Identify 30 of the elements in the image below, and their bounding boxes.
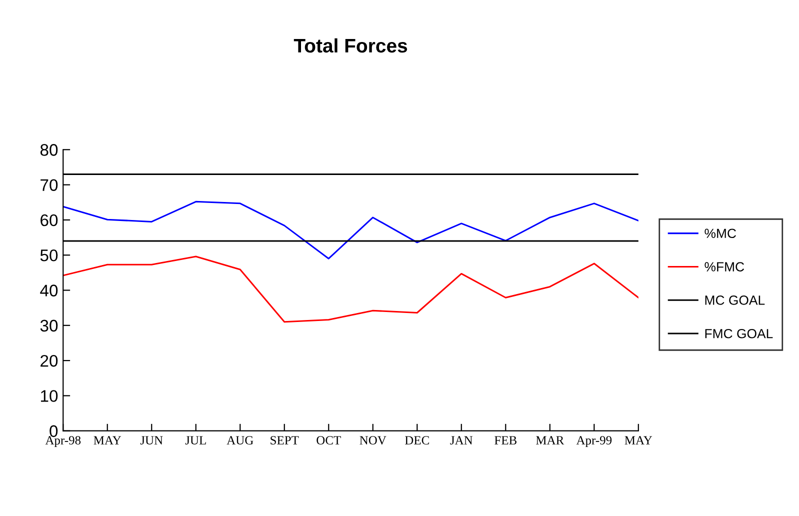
legend-label: FMC GOAL bbox=[705, 328, 773, 338]
y-tick-label: 40 bbox=[40, 284, 58, 296]
legend-label: MC GOAL bbox=[705, 296, 765, 305]
line-series bbox=[63, 200, 638, 260]
legend-label: %FMC bbox=[704, 262, 744, 272]
x-tick-label: AUG bbox=[226, 436, 254, 445]
x-tick-label: FEB bbox=[494, 436, 516, 444]
y-tick-label: 0 bbox=[50, 425, 58, 438]
y-tick-label: 60 bbox=[40, 214, 58, 226]
y-tick-label: 70 bbox=[40, 179, 58, 191]
x-tick-label: NOV bbox=[360, 436, 386, 445]
y-tick-label: 10 bbox=[40, 390, 58, 402]
x-tick-label: JUN bbox=[140, 436, 163, 445]
x-tick-label: DEC bbox=[405, 436, 429, 445]
x-tick-label: JAN bbox=[450, 436, 473, 445]
x-tick-label: MAR bbox=[536, 436, 564, 444]
y-tick-label: 20 bbox=[40, 354, 58, 367]
y-tick-label: 30 bbox=[40, 320, 58, 332]
x-tick-label: MAY bbox=[94, 436, 122, 444]
x-tick-label: OCT bbox=[316, 436, 341, 445]
x-tick-label: MAY bbox=[624, 436, 652, 444]
x-tick-label: Apr-98 bbox=[45, 436, 81, 448]
x-tick-label: SEPT bbox=[270, 436, 299, 445]
legend-label: %MC bbox=[704, 228, 736, 238]
x-tick-label: JUL bbox=[185, 436, 206, 445]
chart-title: Total Forces bbox=[294, 38, 408, 53]
y-tick-label: 50 bbox=[40, 250, 58, 262]
x-tick-label: Apr-99 bbox=[576, 436, 612, 448]
y-tick-label: 80 bbox=[40, 144, 58, 156]
line-series bbox=[63, 256, 638, 323]
